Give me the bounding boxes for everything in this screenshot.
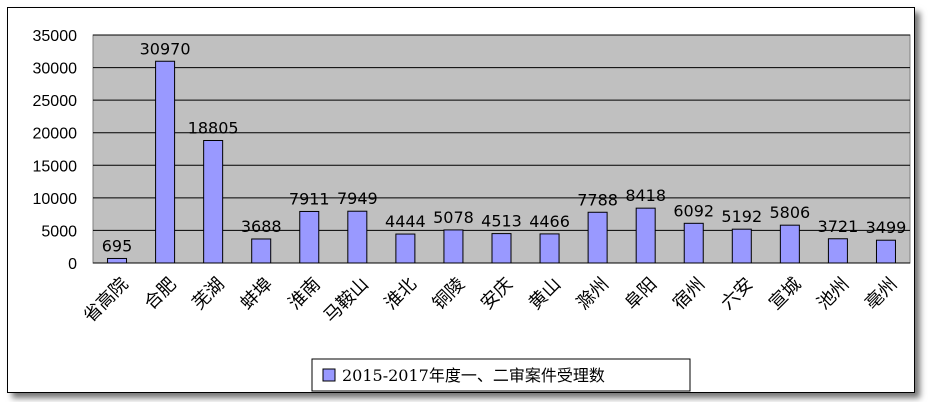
- x-category-label: 省高院: [80, 274, 133, 327]
- gridlines: [93, 34, 910, 231]
- y-tick-label: 35000: [33, 28, 78, 45]
- bar: [107, 257, 128, 264]
- y-tick-label: 30000: [33, 61, 78, 78]
- data-label: 4466: [529, 212, 570, 231]
- plot-area: [92, 34, 911, 264]
- bar: [299, 210, 320, 264]
- data-label: 7788: [577, 190, 618, 209]
- data-label: 8418: [625, 186, 666, 205]
- data-label: 4513: [481, 212, 522, 231]
- data-label: 7911: [289, 189, 330, 208]
- x-category-label: 宿州: [669, 274, 709, 314]
- bar: [251, 238, 272, 264]
- y-tick-label: 5000: [41, 223, 77, 240]
- data-label: 30970: [140, 39, 191, 58]
- legend: 2015-2017年度一、二审案件受理数: [311, 358, 691, 392]
- data-label: 5078: [433, 208, 474, 227]
- bar: [779, 224, 800, 264]
- x-category-label: 合肥: [140, 274, 180, 314]
- y-axis-tick-labels: 0 5000 10000 15000 20000 25000 30000 35000: [33, 28, 78, 273]
- bar: [827, 238, 848, 264]
- x-category-label: 亳州: [861, 274, 901, 314]
- x-category-label: 芜湖: [188, 274, 228, 314]
- bar: [491, 233, 512, 264]
- data-label: 5192: [721, 207, 762, 226]
- x-category-label: 铜陵: [429, 274, 469, 314]
- x-category-label: 马鞍山: [320, 274, 373, 327]
- data-label: 3721: [818, 217, 859, 236]
- y-tick-label: 0: [68, 256, 77, 273]
- y-tick-label: 25000: [33, 93, 78, 110]
- x-category-label: 淮北: [381, 274, 421, 314]
- data-label: 3499: [866, 218, 907, 237]
- x-category-label: 滁州: [573, 274, 613, 314]
- y-tick-label: 15000: [33, 158, 78, 175]
- bar: [203, 139, 224, 264]
- data-label: 5806: [769, 203, 810, 222]
- x-category-label: 六安: [717, 274, 757, 314]
- bar: [347, 210, 368, 264]
- x-category-label: 池州: [813, 274, 853, 314]
- legend-box: [311, 358, 691, 392]
- legend-swatch: [322, 368, 336, 382]
- bar: [443, 229, 464, 264]
- bars: [93, 60, 910, 264]
- bar: [587, 211, 608, 264]
- x-category-label: 黄山: [525, 274, 565, 314]
- data-label: 18805: [188, 118, 239, 137]
- data-label: 695: [102, 236, 133, 255]
- x-category-label: 蚌埠: [236, 274, 276, 314]
- bar: [731, 228, 752, 264]
- y-tick-label: 20000: [33, 126, 78, 143]
- data-label: 3688: [241, 217, 282, 236]
- data-labels: 695 30970 18805 3688 7911 7949 4444 5078 4513 446…: [102, 39, 907, 255]
- data-label: 4444: [385, 212, 426, 231]
- legend-label: 2015-2017年度一、二审案件受理数: [342, 366, 605, 385]
- bar: [635, 207, 656, 264]
- x-category-label: 宣城: [765, 274, 805, 314]
- data-label: 7949: [337, 189, 378, 208]
- y-tick-label: 10000: [33, 191, 78, 208]
- x-category-label: 淮南: [284, 274, 324, 314]
- bar: [155, 60, 176, 264]
- bar: [683, 222, 704, 264]
- x-category-label: 阜阳: [621, 274, 661, 314]
- bar: [395, 233, 416, 264]
- data-label: 6092: [673, 201, 714, 220]
- x-category-label: 安庆: [477, 274, 517, 314]
- bar: [875, 239, 896, 264]
- bar: [539, 233, 560, 264]
